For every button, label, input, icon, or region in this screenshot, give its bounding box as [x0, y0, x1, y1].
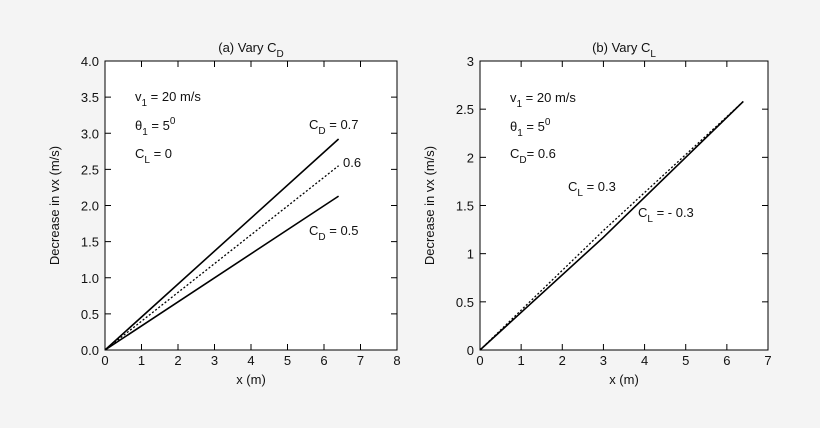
x-tick-label: 7 — [764, 353, 771, 368]
y-tick-label: 0.5 — [81, 307, 99, 322]
y-tick-label: 2 — [467, 150, 474, 165]
annotation: CD = 0.7 — [309, 117, 359, 137]
annotation: θ1 = 50 — [135, 116, 176, 138]
x-tick-label: 4 — [641, 353, 648, 368]
data-line — [479, 100, 744, 351]
x-tick-label: 3 — [600, 353, 607, 368]
subplot: (b) Vary CLx (m)Decrease in vx (m/s)0 1 2 3… — [422, 40, 772, 387]
superscript: 0 — [545, 117, 551, 128]
x-tick-label: 0 — [476, 353, 483, 368]
text-part: C — [309, 117, 318, 132]
text-part: = - 0.3 — [653, 205, 694, 220]
subplot: (a) Vary CDx (m)Decrease in vx (m/s)0 1 2 3… — [47, 40, 401, 387]
annotation: v1 = 20 m/s — [135, 89, 201, 109]
text-part: θ — [510, 119, 517, 134]
data-line — [104, 138, 340, 351]
text-part: = 0.3 — [583, 179, 616, 194]
data-line — [104, 165, 340, 351]
annotation: v1 = 20 m/s — [510, 90, 576, 110]
y-tick-label: 2.0 — [81, 199, 99, 214]
text-part: = 5 — [523, 119, 545, 134]
chart-title: (a) Vary CD — [218, 40, 284, 60]
text-part: = 0 — [150, 146, 172, 161]
y-tick-label: 1.5 — [456, 199, 474, 214]
x-tick-label: 6 — [723, 353, 730, 368]
subscript: L — [650, 49, 656, 60]
text-part: v — [135, 89, 142, 104]
subscript: D — [318, 126, 325, 137]
x-tick-label: 7 — [357, 353, 364, 368]
x-tick-label: 6 — [320, 353, 327, 368]
y-tick-label: 0.5 — [456, 295, 474, 310]
y-axis-label: Decrease in vx (m/s) — [422, 146, 437, 265]
chart-title: (b) Vary CL — [592, 40, 656, 60]
text-part: C — [568, 179, 577, 194]
x-tick-label: 5 — [682, 353, 689, 368]
y-tick-label: 2.5 — [81, 162, 99, 177]
text-part: θ — [135, 118, 142, 133]
y-tick-label: 1.5 — [81, 235, 99, 250]
annotation: CL = - 0.3 — [638, 205, 694, 225]
y-tick-label: 3 — [467, 54, 474, 69]
subscript: D — [519, 155, 526, 166]
y-tick-label: 3.5 — [81, 90, 99, 105]
y-tick-label: 0 — [467, 343, 474, 358]
text-part: 0.6 — [343, 155, 361, 170]
subscript: L — [647, 214, 653, 225]
data-line — [104, 195, 340, 351]
annotation: CD= 0.6 — [510, 146, 556, 166]
text-part: = 5 — [148, 118, 170, 133]
text-part: v — [510, 90, 517, 105]
text-part: = 0.7 — [326, 117, 359, 132]
subscript: L — [144, 155, 150, 166]
x-tick-label: 0 — [101, 353, 108, 368]
text-part: = 20 m/s — [522, 90, 576, 105]
x-tick-label: 3 — [211, 353, 218, 368]
data-line — [479, 100, 744, 351]
subscript: 1 — [142, 127, 148, 138]
x-tick-label: 2 — [559, 353, 566, 368]
annotation: CL = 0 — [135, 146, 172, 166]
superscript: 0 — [170, 116, 176, 127]
x-axis-label: x (m) — [609, 372, 639, 387]
y-tick-label: 2.5 — [456, 102, 474, 117]
text-part: C — [309, 223, 318, 238]
subscript: 1 — [142, 98, 148, 109]
y-tick-label: 4.0 — [81, 54, 99, 69]
text-part: (b) Vary C — [592, 40, 650, 55]
x-tick-label: 2 — [174, 353, 181, 368]
annotation: CD = 0.5 — [309, 223, 359, 243]
y-tick-label: 1 — [467, 247, 474, 262]
annotation: CL = 0.3 — [568, 179, 616, 199]
plot-area — [104, 60, 398, 351]
y-tick-label: 1.0 — [81, 271, 99, 286]
text-part: = 0.5 — [326, 223, 359, 238]
y-tick-label: 0.0 — [81, 343, 99, 358]
subscript: 1 — [517, 128, 523, 139]
text-part: = 20 m/s — [147, 89, 201, 104]
plot-area — [479, 60, 769, 351]
subscript: D — [277, 49, 284, 60]
text-part: C — [510, 146, 519, 161]
subscript: L — [577, 188, 583, 199]
x-tick-label: 1 — [138, 353, 145, 368]
x-tick-label: 8 — [393, 353, 400, 368]
annotation: θ1 = 50 — [510, 117, 551, 139]
text-part: (a) Vary C — [218, 40, 276, 55]
y-axis-label: Decrease in vx (m/s) — [47, 146, 62, 265]
x-tick-label: 1 — [518, 353, 525, 368]
text-part: = 0.6 — [527, 146, 556, 161]
subscript: 1 — [517, 99, 523, 110]
annotation: 0.6 — [343, 155, 361, 170]
x-axis-label: x (m) — [236, 372, 266, 387]
x-tick-label: 4 — [247, 353, 254, 368]
text-part: C — [638, 205, 647, 220]
y-tick-label: 3.0 — [81, 126, 99, 141]
subscript: D — [318, 232, 325, 243]
text-part: C — [135, 146, 144, 161]
x-tick-label: 5 — [284, 353, 291, 368]
